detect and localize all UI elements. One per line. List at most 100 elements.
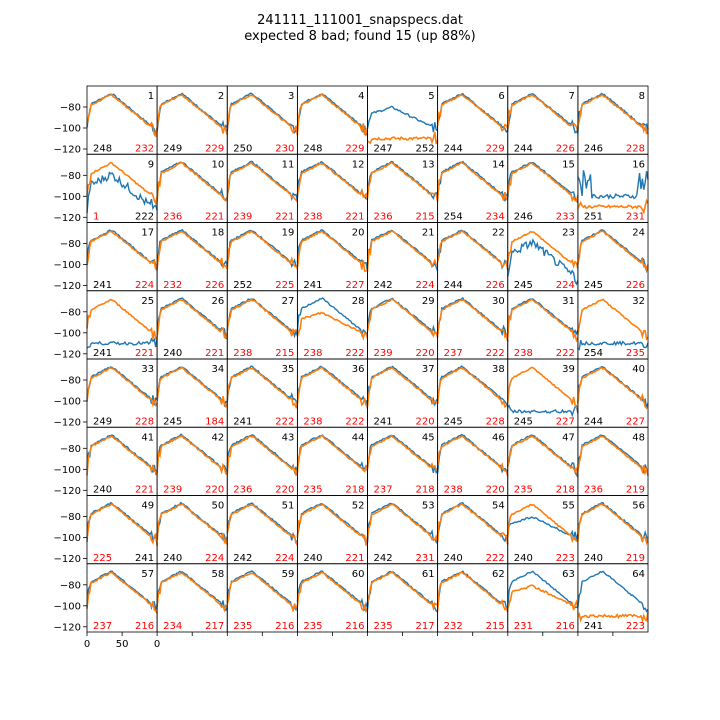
panel-left-value: 237 xyxy=(93,621,112,632)
panel-right-value: 228 xyxy=(486,416,505,427)
panel-left-value: 240 xyxy=(163,553,182,564)
chart-title: 241111_111001_snapspecs.dat xyxy=(257,13,463,28)
panel-id-label: 10 xyxy=(211,159,224,170)
orange-series-line xyxy=(296,571,369,613)
panel-right-value: 231 xyxy=(626,212,645,223)
panel-left-value: 237 xyxy=(444,348,463,359)
panel-id-label: 24 xyxy=(632,228,645,239)
panel-id-label: 3 xyxy=(288,91,294,102)
panel-left-value: 245 xyxy=(444,416,463,427)
panel-left-value: 247 xyxy=(374,143,393,154)
panel-right-value: 218 xyxy=(556,485,575,496)
panel-right-value: 226 xyxy=(626,280,645,291)
panel-right-value: 220 xyxy=(275,485,294,496)
blue-series-line xyxy=(86,337,158,349)
panel-left-value: 244 xyxy=(514,143,533,154)
panel-id-label: 27 xyxy=(282,296,295,307)
panel-id-label: 32 xyxy=(632,296,645,307)
panel-id-label: 56 xyxy=(632,501,645,512)
orange-series-line xyxy=(366,230,438,271)
orange-series-line xyxy=(577,198,649,215)
orange-series-line xyxy=(436,435,509,477)
panel-id-label: 44 xyxy=(352,432,365,443)
panel-right-value: 221 xyxy=(345,212,364,223)
panel-right-value: 220 xyxy=(205,485,224,496)
panel-id-label: 21 xyxy=(422,228,435,239)
panel-right-value: 215 xyxy=(486,621,505,632)
panel-left-value: 238 xyxy=(303,212,322,223)
orange-series-line xyxy=(577,435,649,477)
panel-left-value: 249 xyxy=(163,143,182,154)
panel-right-value: 227 xyxy=(345,280,364,291)
panel-id-label: 23 xyxy=(562,228,575,239)
panel-left-value: 241 xyxy=(93,348,112,359)
y-tick-label: −100 xyxy=(54,533,81,544)
panel-left-value: 241 xyxy=(233,416,252,427)
panel-left-value: 254 xyxy=(584,348,603,359)
panel-left-value: 225 xyxy=(93,553,112,564)
panel-left-value: 248 xyxy=(303,143,322,154)
panel-id-label: 25 xyxy=(141,296,154,307)
panel-right-value: 221 xyxy=(135,348,154,359)
y-tick-label: −120 xyxy=(54,349,81,360)
panel-id-label: 48 xyxy=(632,432,645,443)
blue-series-line xyxy=(296,297,369,338)
panel-left-value: 240 xyxy=(514,553,533,564)
panel-right-value: 223 xyxy=(556,553,575,564)
panel-left-value: 232 xyxy=(163,280,182,291)
panel-64: 64 241 223 xyxy=(577,563,649,633)
panel-left-value: 239 xyxy=(233,212,252,223)
panel-id-label: 55 xyxy=(562,501,575,512)
panel-id-label: 50 xyxy=(211,501,224,512)
orange-series-line xyxy=(86,298,158,341)
panel-id-label: 17 xyxy=(141,228,154,239)
panel-left-value: 250 xyxy=(233,143,252,154)
orange-series-line xyxy=(296,366,368,407)
orange-series-line xyxy=(226,298,298,337)
panel-right-value: 222 xyxy=(345,348,364,359)
panel-right-value: 224 xyxy=(556,280,575,291)
panel-id-label: 13 xyxy=(422,159,435,170)
panel-right-value: 221 xyxy=(205,212,224,223)
panel-right-value: 241 xyxy=(135,553,154,564)
panel-left-value: 241 xyxy=(303,280,322,291)
panel-40: 40 244 227 xyxy=(577,358,649,428)
panel-right-value: 228 xyxy=(135,416,154,427)
orange-series-line xyxy=(506,503,579,544)
orange-series-line xyxy=(86,435,158,476)
panel-id-label: 5 xyxy=(428,91,434,102)
blue-series-line xyxy=(296,160,369,201)
panel-right-value: 252 xyxy=(416,143,435,154)
panel-id-label: 61 xyxy=(422,569,435,580)
axes: −80 −100 −120 −80 −100 −120 −80 −100 −120 −80 −100… xyxy=(54,103,614,650)
panel-id-label: 29 xyxy=(422,296,435,307)
panel-id-label: 14 xyxy=(492,159,505,170)
y-tick-label: −80 xyxy=(60,512,81,523)
panel-id-label: 30 xyxy=(492,296,505,307)
panel-60: 60 235 216 xyxy=(296,563,369,633)
panel-id-label: 57 xyxy=(141,569,154,580)
panel-id-label: 26 xyxy=(211,296,224,307)
orange-series-line xyxy=(296,311,369,341)
orange-series-line xyxy=(156,366,228,409)
panel-id-label: 49 xyxy=(141,501,154,512)
y-tick-label: −80 xyxy=(60,239,81,250)
y-tick-label: −100 xyxy=(54,465,81,476)
panel-id-label: 42 xyxy=(211,432,224,443)
orange-series-line xyxy=(156,434,228,475)
panel-left-value: 236 xyxy=(233,485,252,496)
panel-right-value: 217 xyxy=(416,621,435,632)
panel-right-value: 184 xyxy=(205,416,224,427)
orange-series-line xyxy=(156,299,229,339)
panel-right-value: 222 xyxy=(486,348,505,359)
panel-left-value: 241 xyxy=(584,621,603,632)
panel-left-value: 236 xyxy=(374,212,393,223)
blue-series-line xyxy=(156,297,228,340)
panel-right-value: 224 xyxy=(205,553,224,564)
orange-series-line xyxy=(156,231,228,270)
panel-left-value: 254 xyxy=(444,212,463,223)
y-tick-label: −100 xyxy=(54,124,81,135)
panel-right-value: 229 xyxy=(486,143,505,154)
panel-left-value: 245 xyxy=(584,280,603,291)
panel-id-label: 52 xyxy=(352,501,365,512)
